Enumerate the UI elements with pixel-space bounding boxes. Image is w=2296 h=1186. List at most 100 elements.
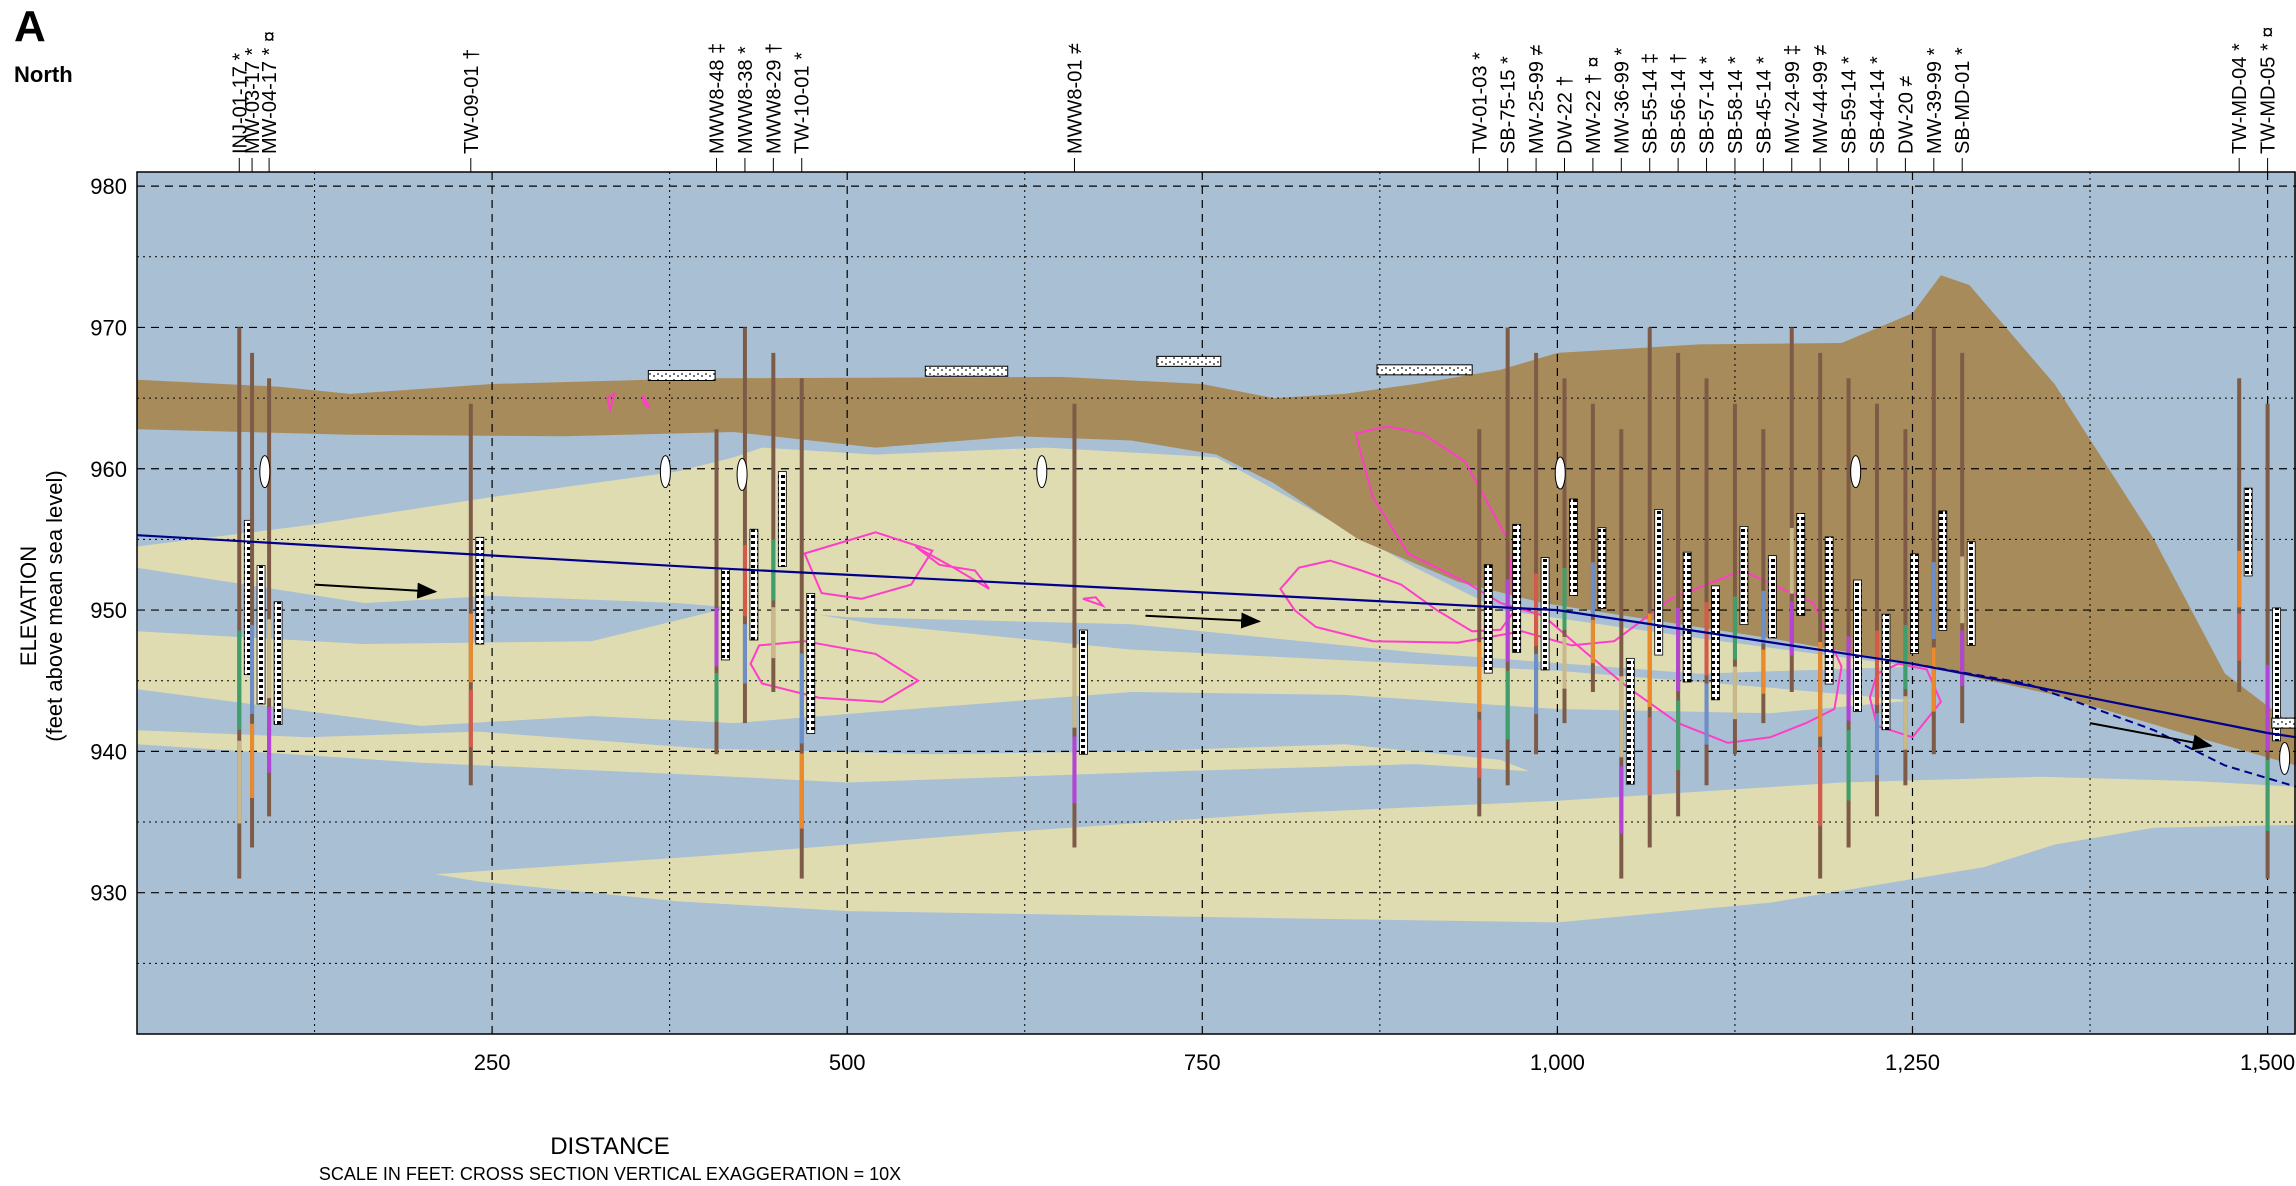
well-casing <box>1846 378 1851 848</box>
well-screen <box>475 536 485 645</box>
lithology-segment <box>1761 590 1766 644</box>
well-casing <box>267 378 272 817</box>
scale-note: SCALE IN FEET: CROSS SECTION VERTICAL EX… <box>318 1164 902 1184</box>
y-tick-label: 930 <box>90 881 127 906</box>
lithology-segment <box>1619 766 1624 834</box>
well-column <box>267 378 283 817</box>
x-tick-label: 500 <box>829 1050 866 1075</box>
well-casing <box>771 352 776 693</box>
well-casing <box>1818 352 1823 879</box>
sand-lens <box>137 730 1529 783</box>
lithology-segment <box>1931 562 1936 639</box>
lithology-segment <box>1960 630 1965 687</box>
lithology-segment <box>1619 676 1624 758</box>
well-column <box>1761 429 1777 724</box>
lithology-segment <box>1704 602 1709 676</box>
lithology-segment <box>1072 736 1077 804</box>
y-tick-label: 940 <box>90 739 127 764</box>
lithology-segment <box>237 740 242 824</box>
lithology-segment <box>1590 619 1595 664</box>
well-screen <box>1853 579 1862 712</box>
well-label: MWW8-29 † <box>763 43 785 154</box>
well-columns <box>237 327 2281 879</box>
well-label: DW-22 † <box>1554 75 1576 154</box>
lithology-segment <box>468 689 473 748</box>
well-screen <box>1881 613 1891 731</box>
well-label: MW-36-99 * <box>1611 47 1633 154</box>
well-casing <box>1732 403 1737 755</box>
well-column <box>1818 352 1834 879</box>
lithology-segment <box>1072 647 1077 728</box>
well-column <box>1562 378 1578 724</box>
lithology-segment <box>771 607 776 659</box>
well-column <box>250 352 266 848</box>
plume-contour <box>641 394 651 409</box>
well-screen <box>1739 526 1749 625</box>
well-screen <box>256 565 266 705</box>
sample-marker <box>259 455 271 489</box>
well-label: MW-03-17 * <box>242 47 264 154</box>
well-screen <box>1824 536 1834 685</box>
well-screen <box>777 471 787 567</box>
well-screen <box>1682 551 1692 683</box>
pavement-symbol <box>924 365 1009 377</box>
x-tick-label: 1,500 <box>2240 1050 2295 1075</box>
well-column <box>2265 403 2281 879</box>
well-casing <box>1704 378 1709 786</box>
y-title-line1: ELEVATION <box>16 545 41 667</box>
well-screen <box>1483 564 1493 674</box>
y-tick-label: 950 <box>90 598 127 623</box>
y-tick-label: 970 <box>90 315 127 340</box>
well-column <box>1676 352 1692 817</box>
well-label: SB-MD-01 * <box>1952 47 1974 154</box>
well-label: MW-04-17 * ¤ <box>259 31 281 154</box>
well-screen <box>1909 553 1919 654</box>
sample-marker <box>1036 455 1048 489</box>
sand-lens <box>137 447 1913 674</box>
well-column <box>468 403 485 786</box>
lithology-segment <box>1761 649 1766 694</box>
well-column <box>1072 403 1088 848</box>
x-tick-label: 1,000 <box>1530 1050 1585 1075</box>
section-letter: A <box>14 2 46 51</box>
well-column <box>1704 378 1720 786</box>
plume-contour <box>606 391 616 414</box>
lithology-segment <box>1931 647 1936 712</box>
lithology-segment <box>1818 747 1823 826</box>
well-column <box>1732 403 1749 755</box>
flow-arrow <box>2089 722 2213 751</box>
lithology-segment <box>1789 600 1794 656</box>
well-screen <box>721 568 730 661</box>
grid-lines <box>137 172 2296 1034</box>
lithology-segment <box>1505 670 1510 740</box>
lithology-segment <box>1704 683 1709 745</box>
lithology-segment <box>799 753 804 829</box>
well-screen <box>749 528 759 641</box>
well-casing <box>1960 352 1965 724</box>
well-screen <box>1938 510 1948 631</box>
lithology-segment <box>1505 579 1510 662</box>
well-column <box>1931 327 1948 755</box>
x-tick-label: 1,250 <box>1885 1050 1940 1075</box>
well-label: MWW8-48 ‡ <box>707 43 729 154</box>
well-casing <box>1789 327 1794 693</box>
lithology-segment <box>1676 607 1681 692</box>
lithology-segment <box>1676 700 1681 771</box>
well-screen <box>1597 527 1607 609</box>
well-casing <box>1534 352 1539 755</box>
well-column <box>1505 327 1522 786</box>
well-casing <box>1874 403 1879 817</box>
plot-area <box>137 172 2296 1034</box>
well-column <box>1647 327 1664 848</box>
lithology-segment <box>714 672 719 722</box>
plume-contour <box>1868 662 1943 739</box>
well-label: TW-09-01 † <box>461 49 483 154</box>
well-label: MW-44-99 ≠ <box>1810 44 1832 154</box>
pavement-symbol <box>1156 355 1222 367</box>
well-label: SB-44-14 * <box>1867 56 1889 154</box>
well-column <box>1590 403 1607 693</box>
well-screen <box>1540 557 1550 671</box>
lithology-segment <box>799 653 804 744</box>
well-column <box>742 327 759 724</box>
sample-marker <box>736 457 748 491</box>
